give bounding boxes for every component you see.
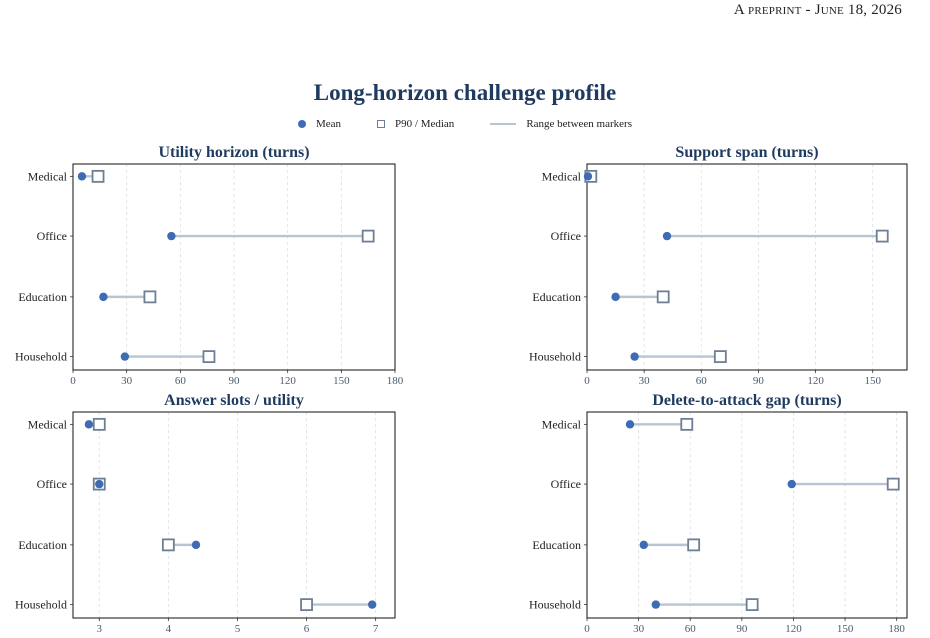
mean-point	[95, 479, 104, 489]
mean-point	[84, 420, 94, 429]
legend-label-range: Range between markers	[526, 118, 632, 130]
panel-title: Support span (turns)	[675, 144, 818, 161]
y-tick-label-household: Household	[529, 350, 581, 364]
x-tick-label: 30	[121, 375, 133, 387]
running-header-prefix: A preprint	[733, 2, 802, 18]
legend-label-mean: Mean	[315, 118, 342, 130]
mean-point	[583, 172, 593, 181]
chart-panel-1: Utility horizon (turns) 0 30 60 90 120 150 180 M…	[15, 144, 404, 387]
y-tick-label-medical: Medical	[28, 417, 68, 431]
y-tick-label-household: Household	[529, 598, 581, 612]
plot-frame	[586, 163, 908, 371]
square-marker-icon	[377, 120, 386, 128]
legend-item-marker: P90 / Median	[377, 118, 454, 130]
mean-point	[120, 352, 130, 361]
range-line-icon	[490, 123, 517, 125]
p90-median-marker	[202, 350, 216, 364]
running-header-date: June 18, 2026	[814, 2, 902, 18]
x-tick-label: 30	[639, 375, 651, 387]
x-tick-label: 180	[387, 375, 404, 387]
mean-point	[99, 292, 108, 302]
running-header: A preprint - June 18, 2026	[734, 2, 902, 19]
x-tick-label: 4	[166, 623, 172, 635]
mean-point	[651, 600, 661, 609]
y-tick-label-education: Education	[18, 290, 67, 304]
legend: Mean P90 / Median Range between markers	[0, 118, 930, 130]
x-tick-label: 60	[685, 623, 697, 635]
x-tick-label: 90	[229, 375, 241, 387]
p90-median-marker	[361, 229, 375, 243]
figure-title: Long-horizon challenge profile	[313, 80, 617, 105]
mean-point	[630, 352, 639, 361]
mean-point	[787, 479, 796, 489]
p90-median-marker	[875, 229, 889, 243]
x-tick-label: 120	[279, 375, 296, 387]
mean-point	[611, 292, 620, 302]
y-tick-label-household: Household	[15, 598, 67, 612]
p90-median-marker	[92, 417, 106, 431]
x-tick-label: 60	[175, 375, 187, 387]
y-tick-label-office: Office	[551, 229, 581, 243]
p90-median-marker	[687, 538, 701, 552]
mean-point	[625, 420, 635, 429]
x-tick-label: 90	[736, 623, 748, 635]
chart-panel-4: Delete-to-attack gap (turns) 0 30 60 90 120 15…	[529, 392, 908, 635]
y-tick-label-office: Office	[551, 477, 581, 491]
x-tick-label: 6	[304, 623, 310, 635]
x-tick-label: 120	[785, 623, 802, 635]
y-tick-label-education: Education	[18, 538, 67, 552]
chart-panel-2: Support span (turns) 0 30 60 90 120 150 Medical…	[529, 144, 908, 387]
plot-frame	[586, 411, 908, 619]
p90-median-marker	[680, 417, 694, 431]
running-header-sep: -	[805, 2, 815, 18]
mean-point	[662, 231, 672, 241]
p90-median-marker	[143, 290, 157, 304]
y-tick-label-household: Household	[15, 350, 67, 364]
x-tick-label: 60	[696, 375, 708, 387]
y-tick-label-education: Education	[532, 290, 581, 304]
x-tick-label: 0	[584, 375, 590, 387]
mean-dot-icon	[297, 120, 306, 128]
p90-median-marker	[161, 538, 175, 552]
mean-point	[367, 600, 377, 609]
x-tick-label: 150	[333, 375, 350, 387]
mean-point	[77, 172, 87, 181]
x-tick-label: 180	[888, 623, 905, 635]
x-tick-label: 120	[807, 375, 824, 387]
mean-point	[191, 540, 201, 550]
panel-title: Utility horizon (turns)	[158, 144, 309, 161]
legend-item-mean: Mean	[297, 118, 342, 130]
p90-median-marker	[745, 598, 759, 612]
x-tick-label: 30	[633, 623, 645, 635]
legend-item-range: Range between markers	[490, 118, 632, 130]
p90-median-marker	[713, 350, 727, 364]
chart-panel-3: Answer slots / utility 3 4 5 6 7 Medical Office…	[15, 392, 396, 635]
x-tick-label: 150	[837, 623, 854, 635]
x-tick-label: 90	[753, 375, 765, 387]
y-tick-label-medical: Medical	[542, 169, 582, 183]
y-tick-label-medical: Medical	[542, 417, 582, 431]
plot-frame	[72, 411, 396, 619]
y-tick-label-education: Education	[532, 538, 581, 552]
y-tick-label-office: Office	[37, 477, 67, 491]
p90-median-marker	[91, 169, 105, 183]
x-tick-label: 150	[864, 375, 881, 387]
mean-point	[639, 540, 648, 550]
p90-median-marker	[886, 477, 900, 491]
p90-median-marker	[300, 598, 313, 612]
plot-frame	[72, 163, 396, 371]
x-tick-label: 5	[235, 623, 241, 635]
y-tick-label-office: Office	[37, 229, 67, 243]
x-tick-label: 7	[373, 623, 379, 635]
x-tick-label: 3	[97, 623, 103, 635]
p90-median-marker	[656, 290, 670, 304]
x-tick-label: 0	[70, 375, 76, 387]
legend-label-marker: P90 / Median	[395, 118, 455, 130]
mean-point	[167, 231, 176, 241]
panel-title: Delete-to-attack gap (turns)	[652, 392, 841, 409]
x-tick-label: 0	[584, 623, 590, 635]
y-tick-label-medical: Medical	[28, 169, 68, 183]
panel-title: Answer slots / utility	[164, 392, 304, 409]
